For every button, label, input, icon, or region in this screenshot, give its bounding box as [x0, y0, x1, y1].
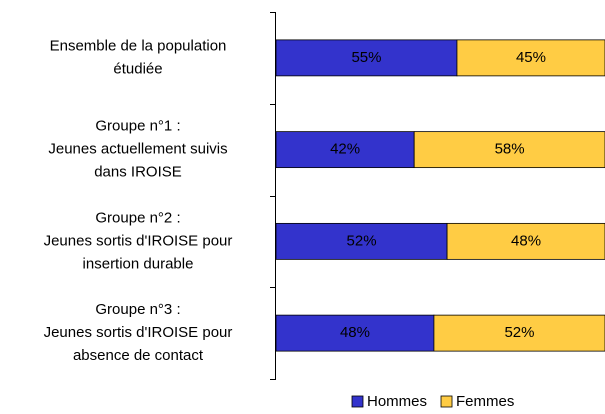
- bar-segment: [456, 39, 605, 77]
- data-label: 52%: [504, 324, 534, 341]
- legend-swatch: [440, 395, 453, 408]
- data-label: 42%: [330, 141, 360, 158]
- data-label: 45%: [516, 49, 546, 66]
- legend-label: Femmes: [456, 393, 514, 410]
- category-label: Groupe n°3 : Jeunes sortis d'IROISE pour a…: [44, 301, 233, 364]
- category-label: Ensemble de la population étudiée: [50, 37, 227, 77]
- legend-swatch: [351, 395, 364, 408]
- category-label: Groupe n°2 : Jeunes sortis d'IROISE pour i…: [44, 209, 233, 272]
- bar-segment: [433, 314, 605, 352]
- bar-segment: [275, 314, 435, 352]
- data-label: 48%: [340, 324, 370, 341]
- data-label: 52%: [347, 232, 377, 249]
- bar-segment: [275, 222, 448, 260]
- bar-segment: [413, 131, 605, 169]
- legend-label: Hommes: [367, 393, 427, 410]
- data-label: 58%: [495, 141, 525, 158]
- bar-segment: [275, 131, 415, 169]
- data-label: 55%: [351, 49, 381, 66]
- data-label: 48%: [511, 232, 541, 249]
- category-label: Groupe n°1 : Jeunes actuellement suivis da…: [48, 118, 227, 181]
- bar-segment: [275, 39, 458, 77]
